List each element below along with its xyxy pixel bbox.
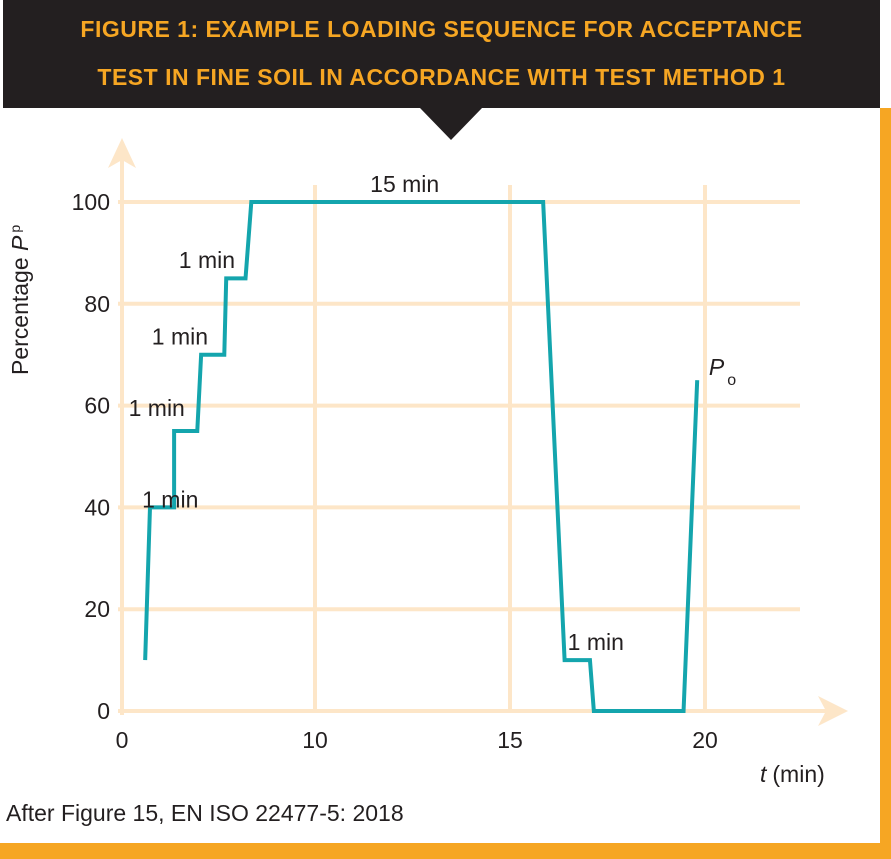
x-tick-label: 20 <box>692 727 718 753</box>
load-sequence-line <box>143 200 700 713</box>
y-tick-label: 20 <box>84 596 110 622</box>
title-line-2: TEST IN FINE SOIL IN ACCORDANCE WITH TES… <box>97 64 786 90</box>
y-tick-label: 100 <box>72 189 110 215</box>
duration-label: 1 min <box>179 247 235 273</box>
duration-label: 1 min <box>152 324 208 350</box>
duration-label: 1 min <box>142 486 198 512</box>
tick-labels: 0 20 40 60 80 100 0 10 15 20 <box>72 189 718 753</box>
title-line-1: FIGURE 1: EXAMPLE LOADING SEQUENCE FOR A… <box>80 16 803 42</box>
source-note: After Figure 15, EN ISO 22477-5: 2018 <box>6 800 404 826</box>
banner-pointer <box>420 108 482 140</box>
x-tick-label: 15 <box>497 727 523 753</box>
title-banner: FIGURE 1: EXAMPLE LOADING SEQUENCE FOR A… <box>3 0 880 108</box>
annotations: 1 min 1 min 1 min 1 min 15 min 1 min Po <box>129 171 737 655</box>
y-tick-label: 0 <box>97 698 110 724</box>
x-axis-label: t (min) <box>760 761 825 787</box>
x-axis-arrow <box>818 696 848 726</box>
duration-label: 1 min <box>568 629 624 655</box>
duration-label: 1 min <box>129 395 185 421</box>
duration-label: 15 min <box>370 171 439 197</box>
x-tick-label: 10 <box>302 727 328 753</box>
right-border <box>880 108 891 859</box>
po-label: Po <box>709 354 736 389</box>
y-axis-label: Percentage Pp <box>7 225 33 375</box>
y-tick-label: 40 <box>84 494 110 520</box>
x-tick-label: 0 <box>116 727 129 753</box>
y-tick-label: 80 <box>84 291 110 317</box>
y-axis-arrow <box>108 138 136 168</box>
series <box>143 200 700 713</box>
y-tick-label: 60 <box>84 393 110 419</box>
bottom-border <box>0 843 891 859</box>
axes <box>108 138 848 726</box>
